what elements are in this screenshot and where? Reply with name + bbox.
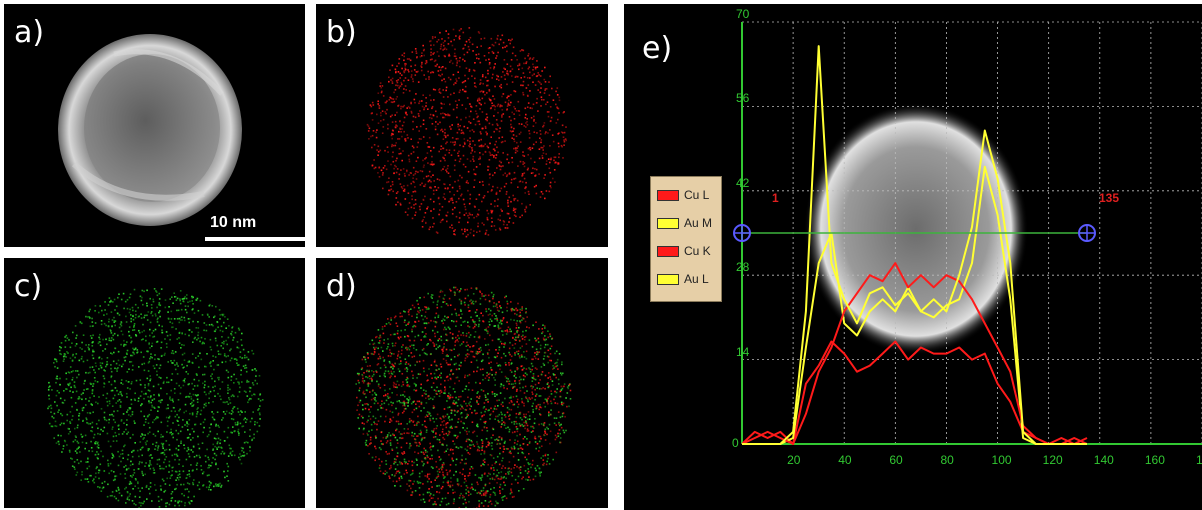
legend-item-au-m: Au M: [657, 213, 712, 233]
panel-b-red-map: b): [316, 4, 608, 247]
y-tick-label: 14: [736, 344, 750, 359]
red-element-map: [366, 27, 567, 238]
y-tick-label: 28: [736, 260, 750, 275]
panel-b-label: b): [326, 15, 357, 50]
panel-a-haadf-image: a) 10 nm: [4, 4, 305, 247]
x-tick-label: 140: [1093, 453, 1114, 467]
line-profile-chart: [733, 21, 1202, 445]
series-line-cu-k: [741, 262, 1088, 445]
x-tick-label: 80: [940, 453, 954, 467]
scale-bar: [205, 237, 305, 241]
legend-item-cu-l: Cu L: [657, 185, 709, 205]
overlay-element-map: [355, 286, 572, 508]
panel-d-label: d): [326, 269, 357, 304]
y-tick-label: 70: [736, 7, 750, 21]
series-line-cu-l: [741, 340, 1088, 445]
y-tick-label: 0: [732, 436, 739, 450]
y-tick-label: 56: [736, 91, 750, 106]
legend-item-au-l: Au L: [657, 269, 709, 289]
nanoparticle-image: [58, 34, 242, 226]
x-tick-label: 180: [1196, 453, 1202, 467]
panel-e-line-profile: e) 0142842567020406080100120140160180 1 …: [624, 4, 1202, 510]
series-line-au-l: [742, 45, 1087, 445]
x-tick-label: 120: [1042, 453, 1063, 467]
chart-legend: Cu L Au M Cu K Au L: [650, 176, 722, 302]
scan-start-label: 1: [772, 191, 779, 205]
panel-d-overlay-map: d): [316, 258, 608, 508]
x-tick-label: 100: [991, 453, 1012, 467]
panel-e-label: e): [642, 31, 673, 66]
panel-c-green-map: c): [4, 258, 305, 508]
scale-bar-label: 10 nm: [210, 214, 257, 231]
x-tick-label: 40: [838, 453, 852, 467]
scan-end-label: 135: [1099, 191, 1120, 205]
panel-a-label: a): [14, 15, 45, 50]
panel-c-label: c): [14, 269, 43, 304]
legend-item-cu-k: Cu K: [657, 241, 711, 261]
x-tick-label: 160: [1144, 453, 1165, 467]
y-tick-label: 42: [736, 175, 750, 190]
x-tick-label: 60: [889, 453, 903, 467]
x-tick-label: 20: [787, 453, 801, 467]
green-element-map: [47, 288, 264, 508]
series-line-au-m: [742, 165, 1087, 445]
